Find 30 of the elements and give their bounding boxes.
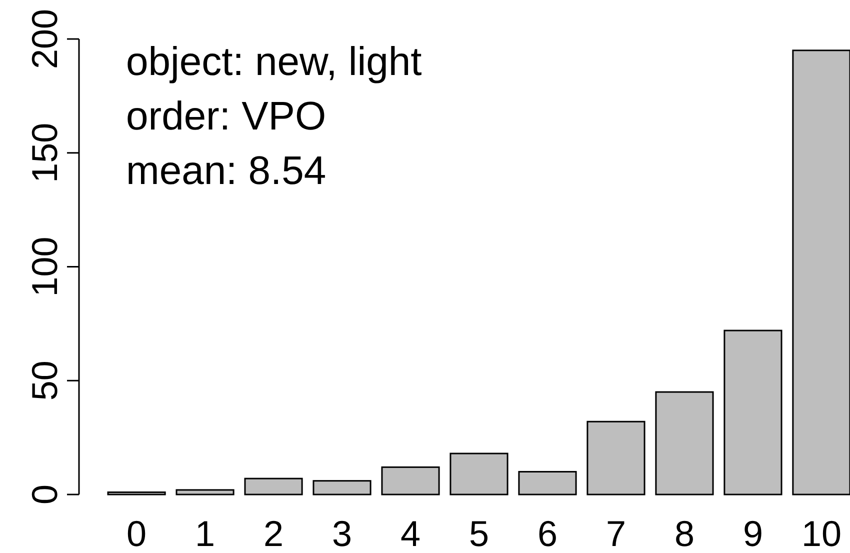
bar	[724, 330, 782, 496]
x-tick-label: 3	[332, 513, 352, 553]
bar	[450, 452, 508, 496]
y-tick-label: 0	[24, 484, 65, 505]
annotation: object: new, light	[126, 40, 422, 84]
bar	[655, 391, 714, 496]
bar	[312, 480, 372, 496]
x-tick-label: 6	[537, 513, 558, 553]
x-tick-label: 0	[126, 513, 147, 553]
x-tick-label: 10	[801, 513, 842, 553]
x-tick-label: 4	[400, 513, 421, 553]
y-tick-label: 50	[24, 360, 65, 401]
annotation: order: VPO	[126, 94, 326, 138]
x-tick-label: 5	[468, 513, 490, 553]
y-tick-label: 200	[24, 8, 65, 70]
bar	[244, 478, 303, 496]
bar	[107, 491, 166, 496]
bar	[792, 50, 850, 496]
x-tick-label: 7	[606, 513, 626, 553]
annotation: mean: 8.54	[126, 149, 326, 193]
bar	[381, 466, 440, 496]
x-tick-label: 8	[674, 513, 694, 553]
x-tick-label: 2	[264, 513, 284, 553]
bar	[176, 489, 234, 496]
y-tick-label: 100	[24, 236, 65, 297]
y-tick-label: 150	[24, 122, 65, 183]
x-tick-label: 9	[742, 513, 763, 553]
bar	[518, 470, 577, 496]
bar	[586, 420, 646, 496]
x-tick-label: 1	[195, 513, 216, 553]
